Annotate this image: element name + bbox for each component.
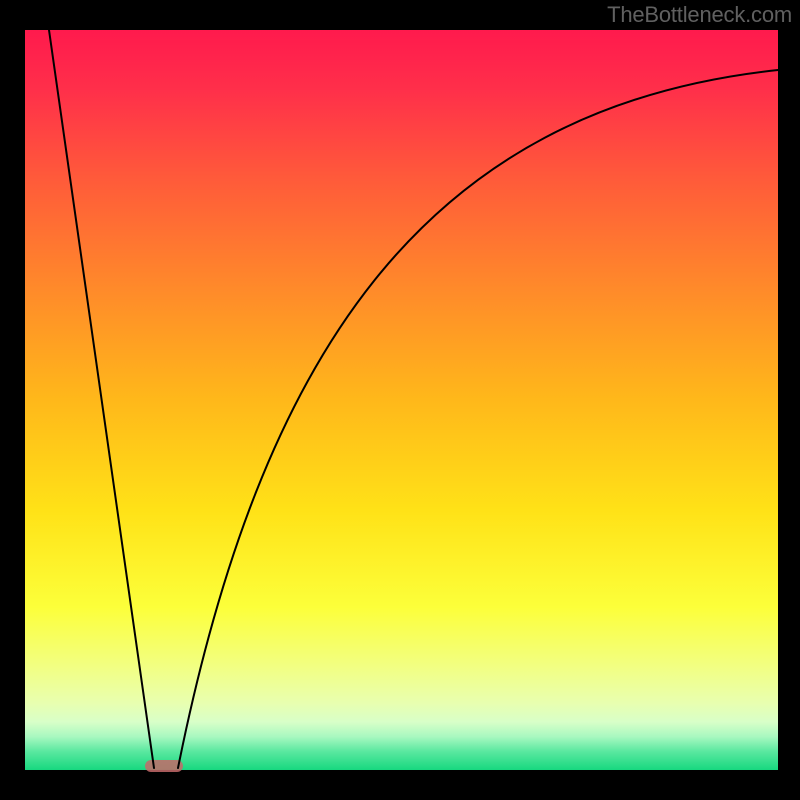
watermark-text: TheBottleneck.com xyxy=(607,2,792,28)
chart-bottom-marker xyxy=(145,760,183,772)
chart-canvas xyxy=(0,0,800,800)
chart-container: TheBottleneck.com xyxy=(0,0,800,800)
